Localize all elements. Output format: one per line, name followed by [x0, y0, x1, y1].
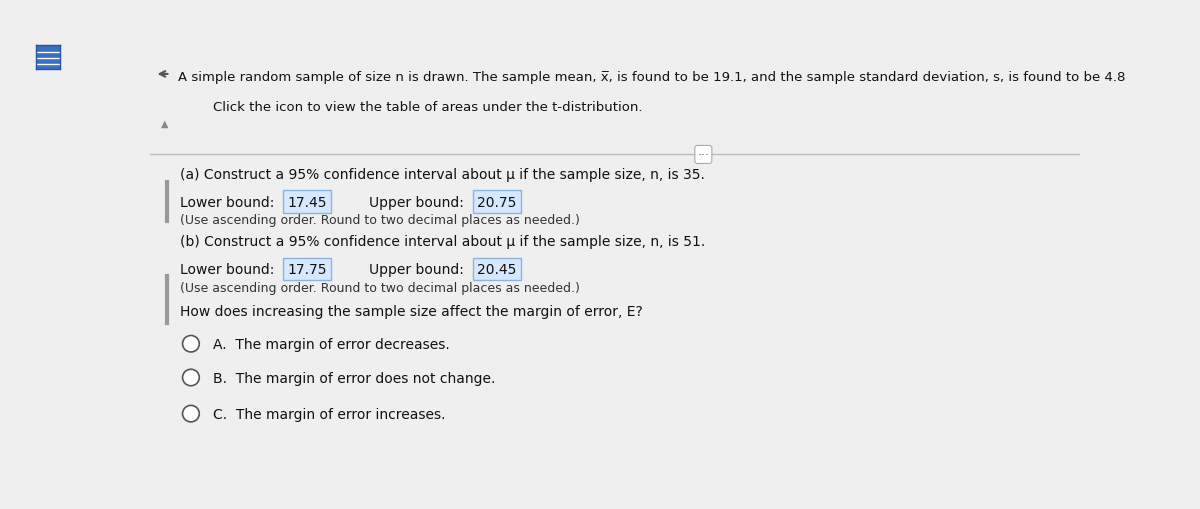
- Text: How does increasing the sample size affect the margin of error, E?: How does increasing the sample size affe…: [180, 304, 642, 318]
- Text: 20.45: 20.45: [478, 263, 517, 276]
- Text: 17.45: 17.45: [288, 195, 328, 209]
- Text: A.  The margin of error decreases.: A. The margin of error decreases.: [214, 337, 450, 351]
- Text: (b) Construct a 95% confidence interval about μ if the sample size, n, is 51.: (b) Construct a 95% confidence interval …: [180, 234, 706, 248]
- Text: Upper bound:: Upper bound:: [368, 195, 463, 209]
- Text: ▲: ▲: [161, 119, 169, 129]
- Text: Upper bound:: Upper bound:: [368, 263, 463, 276]
- Text: ···: ···: [697, 149, 709, 162]
- Text: C.  The margin of error increases.: C. The margin of error increases.: [214, 407, 445, 421]
- Text: 17.75: 17.75: [288, 263, 328, 276]
- Ellipse shape: [182, 336, 199, 352]
- Text: Lower bound:: Lower bound:: [180, 195, 274, 209]
- Text: (Use ascending order. Round to two decimal places as needed.): (Use ascending order. Round to two decim…: [180, 213, 580, 227]
- Text: A simple random sample of size n is drawn. The sample mean, x̅, is found to be 1: A simple random sample of size n is draw…: [178, 71, 1126, 84]
- Ellipse shape: [182, 370, 199, 386]
- Text: Click the icon to view the table of areas under the t-distribution.: Click the icon to view the table of area…: [214, 101, 643, 114]
- Text: (Use ascending order. Round to two decimal places as needed.): (Use ascending order. Round to two decim…: [180, 281, 580, 294]
- Text: 20.75: 20.75: [478, 195, 517, 209]
- Text: Lower bound:: Lower bound:: [180, 263, 274, 276]
- Ellipse shape: [182, 406, 199, 422]
- Text: (a) Construct a 95% confidence interval about μ if the sample size, n, is 35.: (a) Construct a 95% confidence interval …: [180, 168, 704, 182]
- Text: B.  The margin of error does not change.: B. The margin of error does not change.: [214, 371, 496, 385]
